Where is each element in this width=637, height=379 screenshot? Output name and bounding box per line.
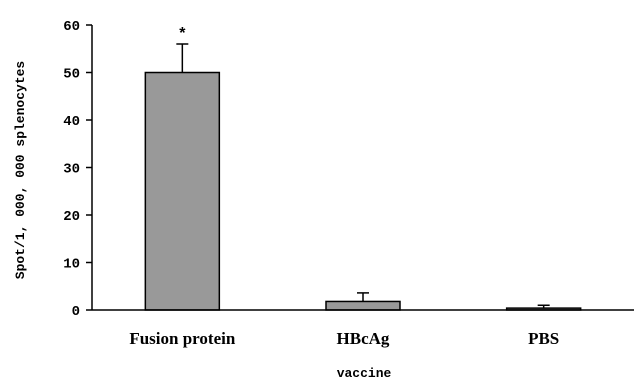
error-bars	[176, 43, 550, 309]
y-tick-label: 20	[63, 209, 80, 225]
y-tick-label: 10	[63, 257, 80, 273]
annotations: *	[179, 25, 186, 42]
x-category-label: PBS	[528, 329, 559, 348]
x-axis-title: vaccine	[337, 366, 392, 379]
x-category-label: HBcAg	[337, 329, 390, 348]
bar-fusion-protein	[144, 71, 221, 311]
y-tick-label: 50	[63, 67, 80, 83]
y-axis-title: Spot/1, 000, 000 splenocytes	[13, 61, 28, 280]
significance-marker: *	[179, 25, 186, 42]
y-axis-ticks: 0 10 20 30 40 50 60	[63, 19, 92, 320]
y-tick-label: 30	[63, 162, 80, 178]
bar-hbcag	[325, 300, 401, 311]
x-category-label: Fusion protein	[129, 329, 236, 348]
x-axis-category-labels: Fusion protein HBcAg PBS	[129, 329, 559, 348]
bars	[144, 71, 582, 311]
y-tick-label: 0	[72, 304, 80, 320]
y-tick-label: 40	[63, 114, 80, 130]
y-tick-label: 60	[63, 19, 80, 35]
